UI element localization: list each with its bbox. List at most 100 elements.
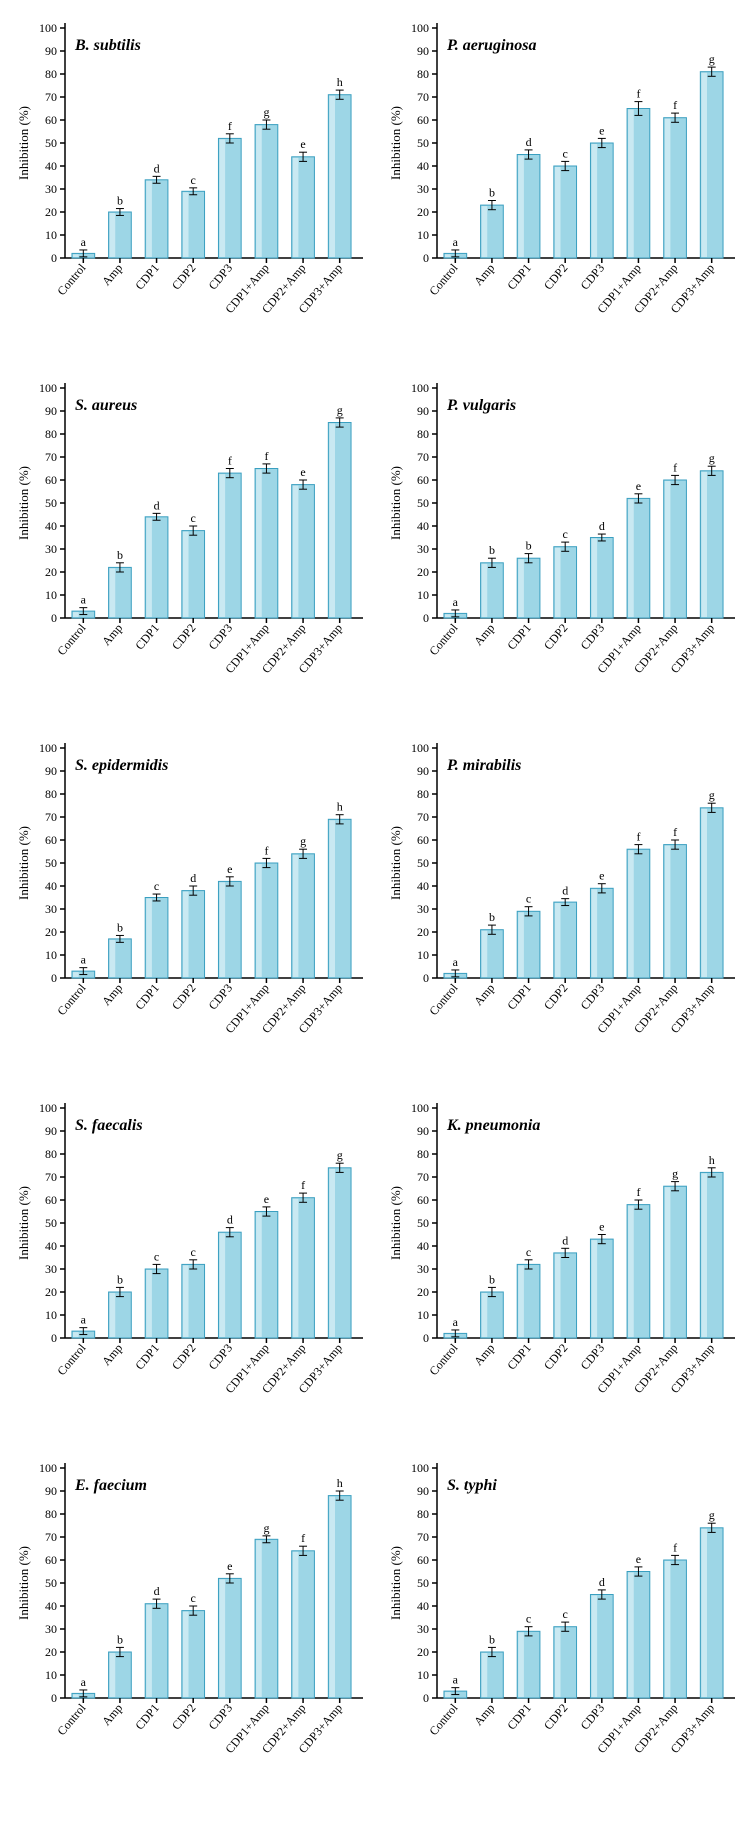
bar-chart: 0102030405060708090100Inhibition (%)aCon… xyxy=(382,1090,742,1438)
svg-text:40: 40 xyxy=(417,159,429,173)
svg-text:Inhibition (%): Inhibition (%) xyxy=(16,466,31,540)
svg-text:b: b xyxy=(117,920,123,934)
svg-text:50: 50 xyxy=(417,136,429,150)
svg-text:e: e xyxy=(599,123,604,137)
svg-text:10: 10 xyxy=(45,588,57,602)
svg-text:0: 0 xyxy=(423,971,429,985)
svg-text:20: 20 xyxy=(45,205,57,219)
svg-text:d: d xyxy=(190,871,196,885)
chart-cell: 0102030405060708090100Inhibition (%)aCon… xyxy=(10,1450,374,1798)
svg-text:50: 50 xyxy=(417,1216,429,1230)
svg-text:f: f xyxy=(228,119,232,133)
svg-text:Inhibition (%): Inhibition (%) xyxy=(16,106,31,180)
svg-text:a: a xyxy=(81,1675,87,1689)
svg-text:e: e xyxy=(599,1220,604,1234)
svg-text:90: 90 xyxy=(45,1124,57,1138)
svg-text:10: 10 xyxy=(45,1668,57,1682)
svg-text:100: 100 xyxy=(411,741,429,755)
svg-text:d: d xyxy=(562,884,568,898)
svg-text:e: e xyxy=(636,1552,641,1566)
svg-text:70: 70 xyxy=(417,810,429,824)
svg-text:10: 10 xyxy=(45,1308,57,1322)
svg-text:e: e xyxy=(636,479,641,493)
svg-text:c: c xyxy=(526,1245,531,1259)
svg-text:30: 30 xyxy=(45,542,57,556)
svg-text:40: 40 xyxy=(417,1239,429,1253)
svg-text:80: 80 xyxy=(417,427,429,441)
svg-text:0: 0 xyxy=(423,1331,429,1345)
chart-cell: 0102030405060708090100Inhibition (%)aCon… xyxy=(10,10,374,358)
svg-text:e: e xyxy=(227,862,232,876)
svg-text:70: 70 xyxy=(417,1170,429,1184)
svg-text:c: c xyxy=(191,1591,196,1605)
svg-text:g: g xyxy=(709,788,715,802)
svg-text:20: 20 xyxy=(417,925,429,939)
svg-text:90: 90 xyxy=(417,1124,429,1138)
svg-text:c: c xyxy=(154,879,159,893)
svg-text:40: 40 xyxy=(45,1239,57,1253)
svg-text:20: 20 xyxy=(417,205,429,219)
svg-text:c: c xyxy=(526,1612,531,1626)
svg-text:30: 30 xyxy=(417,1622,429,1636)
svg-text:70: 70 xyxy=(45,1530,57,1544)
svg-text:50: 50 xyxy=(45,1576,57,1590)
chart-title: S. typhi xyxy=(447,1477,497,1494)
svg-text:a: a xyxy=(453,955,459,969)
svg-text:40: 40 xyxy=(45,879,57,893)
svg-text:90: 90 xyxy=(417,44,429,58)
chart-cell: 0102030405060708090100Inhibition (%)aCon… xyxy=(10,1090,374,1438)
svg-text:0: 0 xyxy=(423,1691,429,1705)
svg-text:20: 20 xyxy=(417,1285,429,1299)
svg-text:90: 90 xyxy=(45,404,57,418)
chart-cell: 0102030405060708090100Inhibition (%)aCon… xyxy=(382,10,746,358)
svg-text:0: 0 xyxy=(51,611,57,625)
svg-text:Inhibition (%): Inhibition (%) xyxy=(16,1546,31,1620)
chart-cell: 0102030405060708090100Inhibition (%)aCon… xyxy=(382,1450,746,1798)
bar-chart: 0102030405060708090100Inhibition (%)aCon… xyxy=(10,10,370,358)
svg-text:90: 90 xyxy=(417,404,429,418)
bar-chart: 0102030405060708090100Inhibition (%)aCon… xyxy=(10,730,370,1078)
svg-text:0: 0 xyxy=(51,971,57,985)
svg-text:c: c xyxy=(191,1245,196,1259)
svg-text:c: c xyxy=(154,1249,159,1263)
svg-text:20: 20 xyxy=(45,565,57,579)
svg-text:f: f xyxy=(673,98,677,112)
svg-text:f: f xyxy=(673,1540,677,1554)
svg-text:20: 20 xyxy=(417,1645,429,1659)
svg-text:c: c xyxy=(191,511,196,525)
svg-text:30: 30 xyxy=(417,902,429,916)
svg-text:50: 50 xyxy=(417,856,429,870)
svg-text:60: 60 xyxy=(417,833,429,847)
svg-text:100: 100 xyxy=(411,21,429,35)
svg-text:20: 20 xyxy=(417,565,429,579)
svg-text:a: a xyxy=(453,235,459,249)
svg-text:c: c xyxy=(563,527,568,541)
svg-text:c: c xyxy=(526,892,531,906)
chart-cell: 0102030405060708090100Inhibition (%)aCon… xyxy=(10,370,374,718)
svg-text:f: f xyxy=(636,830,640,844)
svg-text:d: d xyxy=(562,1233,568,1247)
svg-text:60: 60 xyxy=(417,113,429,127)
svg-text:f: f xyxy=(636,87,640,101)
svg-text:10: 10 xyxy=(417,228,429,242)
chart-cell: 0102030405060708090100Inhibition (%)aCon… xyxy=(382,1090,746,1438)
svg-text:50: 50 xyxy=(45,856,57,870)
svg-text:40: 40 xyxy=(45,1599,57,1613)
svg-text:90: 90 xyxy=(45,1484,57,1498)
svg-text:80: 80 xyxy=(45,427,57,441)
svg-text:e: e xyxy=(300,137,305,151)
svg-text:d: d xyxy=(227,1213,233,1227)
chart-title: B. subtilis xyxy=(74,37,141,54)
svg-text:d: d xyxy=(154,161,160,175)
svg-text:h: h xyxy=(709,1153,715,1167)
svg-text:0: 0 xyxy=(51,251,57,265)
chart-title: P. vulgaris xyxy=(446,397,516,414)
svg-text:c: c xyxy=(563,1607,568,1621)
svg-text:b: b xyxy=(117,1272,123,1286)
svg-text:80: 80 xyxy=(417,67,429,81)
chart-cell: 0102030405060708090100Inhibition (%)aCon… xyxy=(10,730,374,1078)
svg-text:60: 60 xyxy=(417,1193,429,1207)
svg-text:e: e xyxy=(227,1559,232,1573)
svg-text:30: 30 xyxy=(417,542,429,556)
svg-text:d: d xyxy=(526,135,532,149)
